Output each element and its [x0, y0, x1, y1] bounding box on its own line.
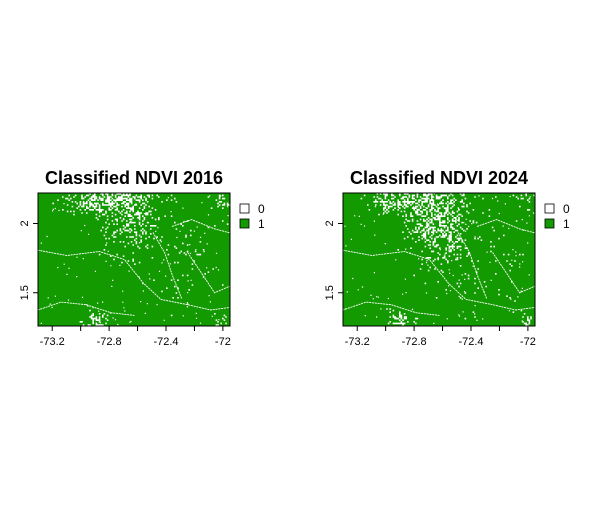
legend-swatch [239, 203, 250, 214]
plot-frame-2024 [342, 192, 536, 327]
axes-2024: -73.2 -72.8 -72.4 -72 1.5 2 [324, 220, 536, 348]
legend-swatch [239, 218, 250, 229]
legend-label: 1 [563, 217, 570, 231]
x-tick-label: -72.4 [153, 336, 178, 348]
ndvi-map-2016 [37, 193, 231, 326]
axes-2016: -73.2 -72.8 -72.4 -72 1.5 2 [19, 220, 231, 348]
x-tick-label: -73.2 [40, 336, 65, 348]
plot-frame-2016 [37, 192, 231, 327]
x-tick-label: -72.8 [402, 336, 427, 348]
y-tick-label: 1.5 [19, 285, 31, 300]
y-tick-label: 2 [19, 220, 31, 226]
legend-label: 0 [563, 202, 570, 216]
chart-title-2024: Classified NDVI 2024 [350, 168, 528, 188]
y-tick-label: 1.5 [324, 285, 336, 300]
y-tick-label: 2 [324, 220, 336, 226]
legend-2024: 01 [544, 202, 570, 231]
ndvi-map-2024 [342, 193, 536, 326]
chart-title-2016: Classified NDVI 2016 [45, 168, 223, 188]
chart-panel-2016: Classified NDVI 2016 -73.2 -72.8 -72.4 -72 1… [19, 168, 265, 348]
x-tick-label: -72.8 [97, 336, 122, 348]
legend-2016: 01 [239, 202, 265, 231]
raster-class-0 [37, 193, 231, 326]
x-tick-label: -72.4 [458, 336, 483, 348]
legend-swatch [544, 203, 555, 214]
chart-panel-2024: Classified NDVI 2024 -73.2 -72.8 -72.4 -72 1… [324, 168, 570, 348]
raster-class-0 [342, 193, 536, 326]
legend-label: 1 [258, 217, 265, 231]
legend-swatch [544, 218, 555, 229]
legend-label: 0 [258, 202, 265, 216]
x-tick-label: -72 [520, 336, 536, 348]
x-tick-label: -72 [215, 336, 231, 348]
x-tick-label: -73.2 [345, 336, 370, 348]
